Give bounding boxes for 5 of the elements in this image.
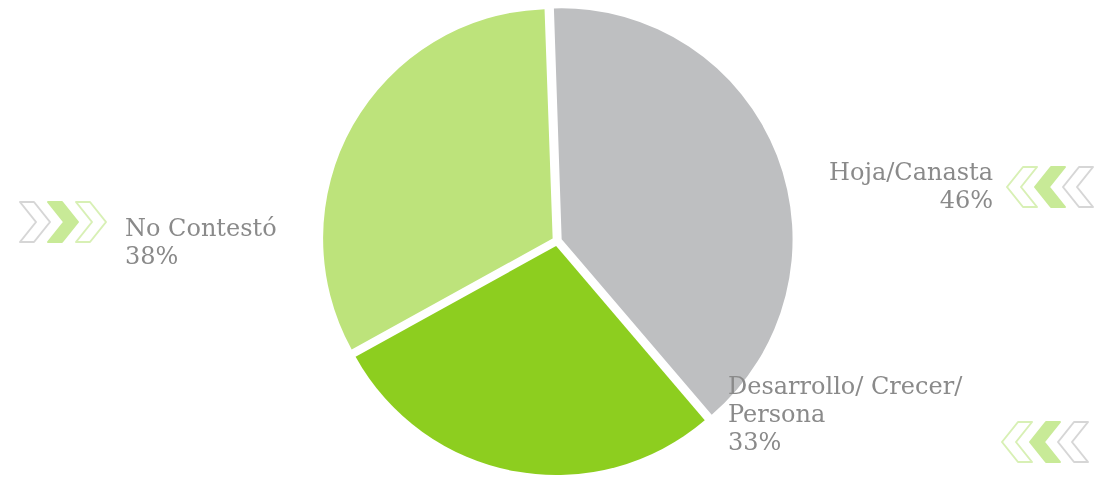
data-label: 46% [939, 186, 993, 215]
data-label: 33% [728, 428, 782, 457]
slice-label: No Contestó [125, 214, 277, 243]
data-label: 38% [125, 242, 179, 271]
slice-label: Hoja/Canasta [829, 158, 993, 187]
